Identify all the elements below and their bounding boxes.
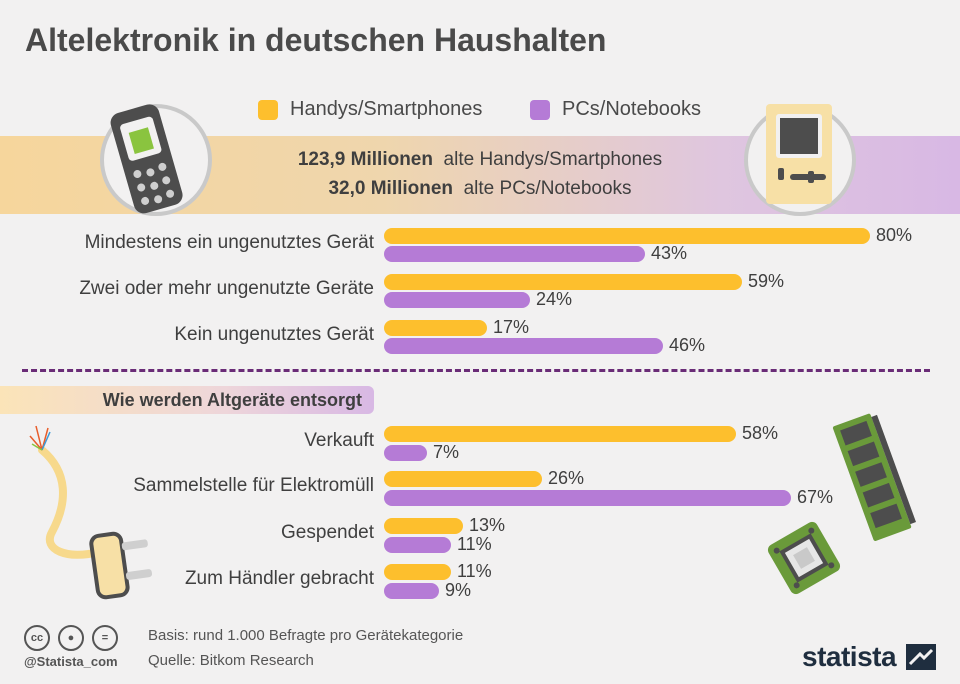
data-label: 11% [457, 534, 492, 554]
bar-pcs [384, 537, 451, 553]
category-label: Gespendet [281, 522, 374, 543]
power-cable-plug-icon [29, 425, 153, 600]
retro-computer-icon [744, 104, 856, 216]
statista-brand[interactable]: statista [802, 641, 897, 672]
data-label: 80% [876, 225, 913, 245]
bar-handys [384, 228, 870, 244]
bar-handys [384, 274, 742, 290]
data-label: 24% [536, 289, 573, 309]
data-label: 67% [797, 487, 834, 507]
category-label: Zum Händler gebracht [184, 568, 374, 589]
data-label: 7% [433, 442, 460, 462]
bar-handys [384, 471, 542, 487]
data-label: 58% [742, 423, 779, 443]
attribution-icon: ● [58, 625, 84, 651]
data-label: 17% [493, 317, 530, 337]
section-header-band [0, 386, 374, 414]
legend-item-pcs: PCs/Notebooks [530, 98, 701, 121]
data-label: 11% [457, 561, 492, 581]
bar-pcs [384, 445, 427, 461]
creative-commons-icon: cc [24, 625, 50, 651]
section-divider [22, 369, 930, 372]
category-label: Verkauft [304, 430, 374, 451]
page-title: Altelektronik in deutschen Haushalten [25, 22, 607, 58]
section-title: Wie werden Altgeräte entsorgt [102, 390, 362, 410]
bar-pcs [384, 583, 439, 599]
summary-pcs-text: alte PCs/Notebooks [463, 178, 632, 199]
summary-line-handys: 123,9 Millionen alte Handys/Smartphones [0, 149, 960, 171]
data-label: 46% [669, 335, 706, 355]
footer-basis: Basis: rund 1.000 Befragte pro Gerätekat… [148, 627, 464, 644]
footer-source: Quelle: Bitkom Research [148, 652, 314, 669]
no-derivatives-icon: = [92, 625, 118, 651]
bar-handys [384, 518, 463, 534]
footer-handle: @Statista_com [24, 654, 118, 669]
bar-pcs [384, 490, 791, 506]
microchip-board-icon [767, 521, 841, 595]
legend-swatch-pcs [530, 99, 550, 120]
data-label: 13% [469, 515, 506, 535]
bar-handys [384, 564, 451, 580]
summary-handys-count: 123,9 Millionen [297, 149, 433, 170]
summary-handys-text: alte Handys/Smartphones [443, 149, 663, 170]
legend-item-handys: Handys/Smartphones [258, 98, 482, 121]
ram-module-icon [832, 413, 916, 541]
summary-pcs-count: 32,0 Millionen [328, 178, 454, 199]
bar-pcs [384, 246, 645, 262]
data-label: 43% [651, 243, 688, 263]
statista-logo-icon [906, 644, 936, 670]
data-label: 26% [548, 468, 585, 488]
category-label: Mindestens ein ungenutztes Gerät [84, 232, 374, 253]
bar-handys [384, 320, 487, 336]
category-label: Sammelstelle für Elektromüll [133, 475, 374, 496]
category-label: Kein ungenutztes Gerät [174, 324, 374, 345]
bar-pcs [384, 338, 663, 354]
data-label: 59% [748, 271, 785, 291]
legend-label-handys: Handys/Smartphones [290, 98, 483, 120]
bar-handys [384, 426, 736, 442]
legend-swatch-handys [258, 99, 278, 120]
mobile-phone-icon [100, 104, 212, 216]
data-label: 9% [445, 580, 472, 600]
summary-line-pcs: 32,0 Millionen alte PCs/Notebooks [0, 178, 960, 200]
legend-label-pcs: PCs/Notebooks [562, 98, 701, 120]
bar-pcs [384, 292, 530, 308]
category-label: Zwei oder mehr ungenutzte Geräte [79, 278, 374, 299]
